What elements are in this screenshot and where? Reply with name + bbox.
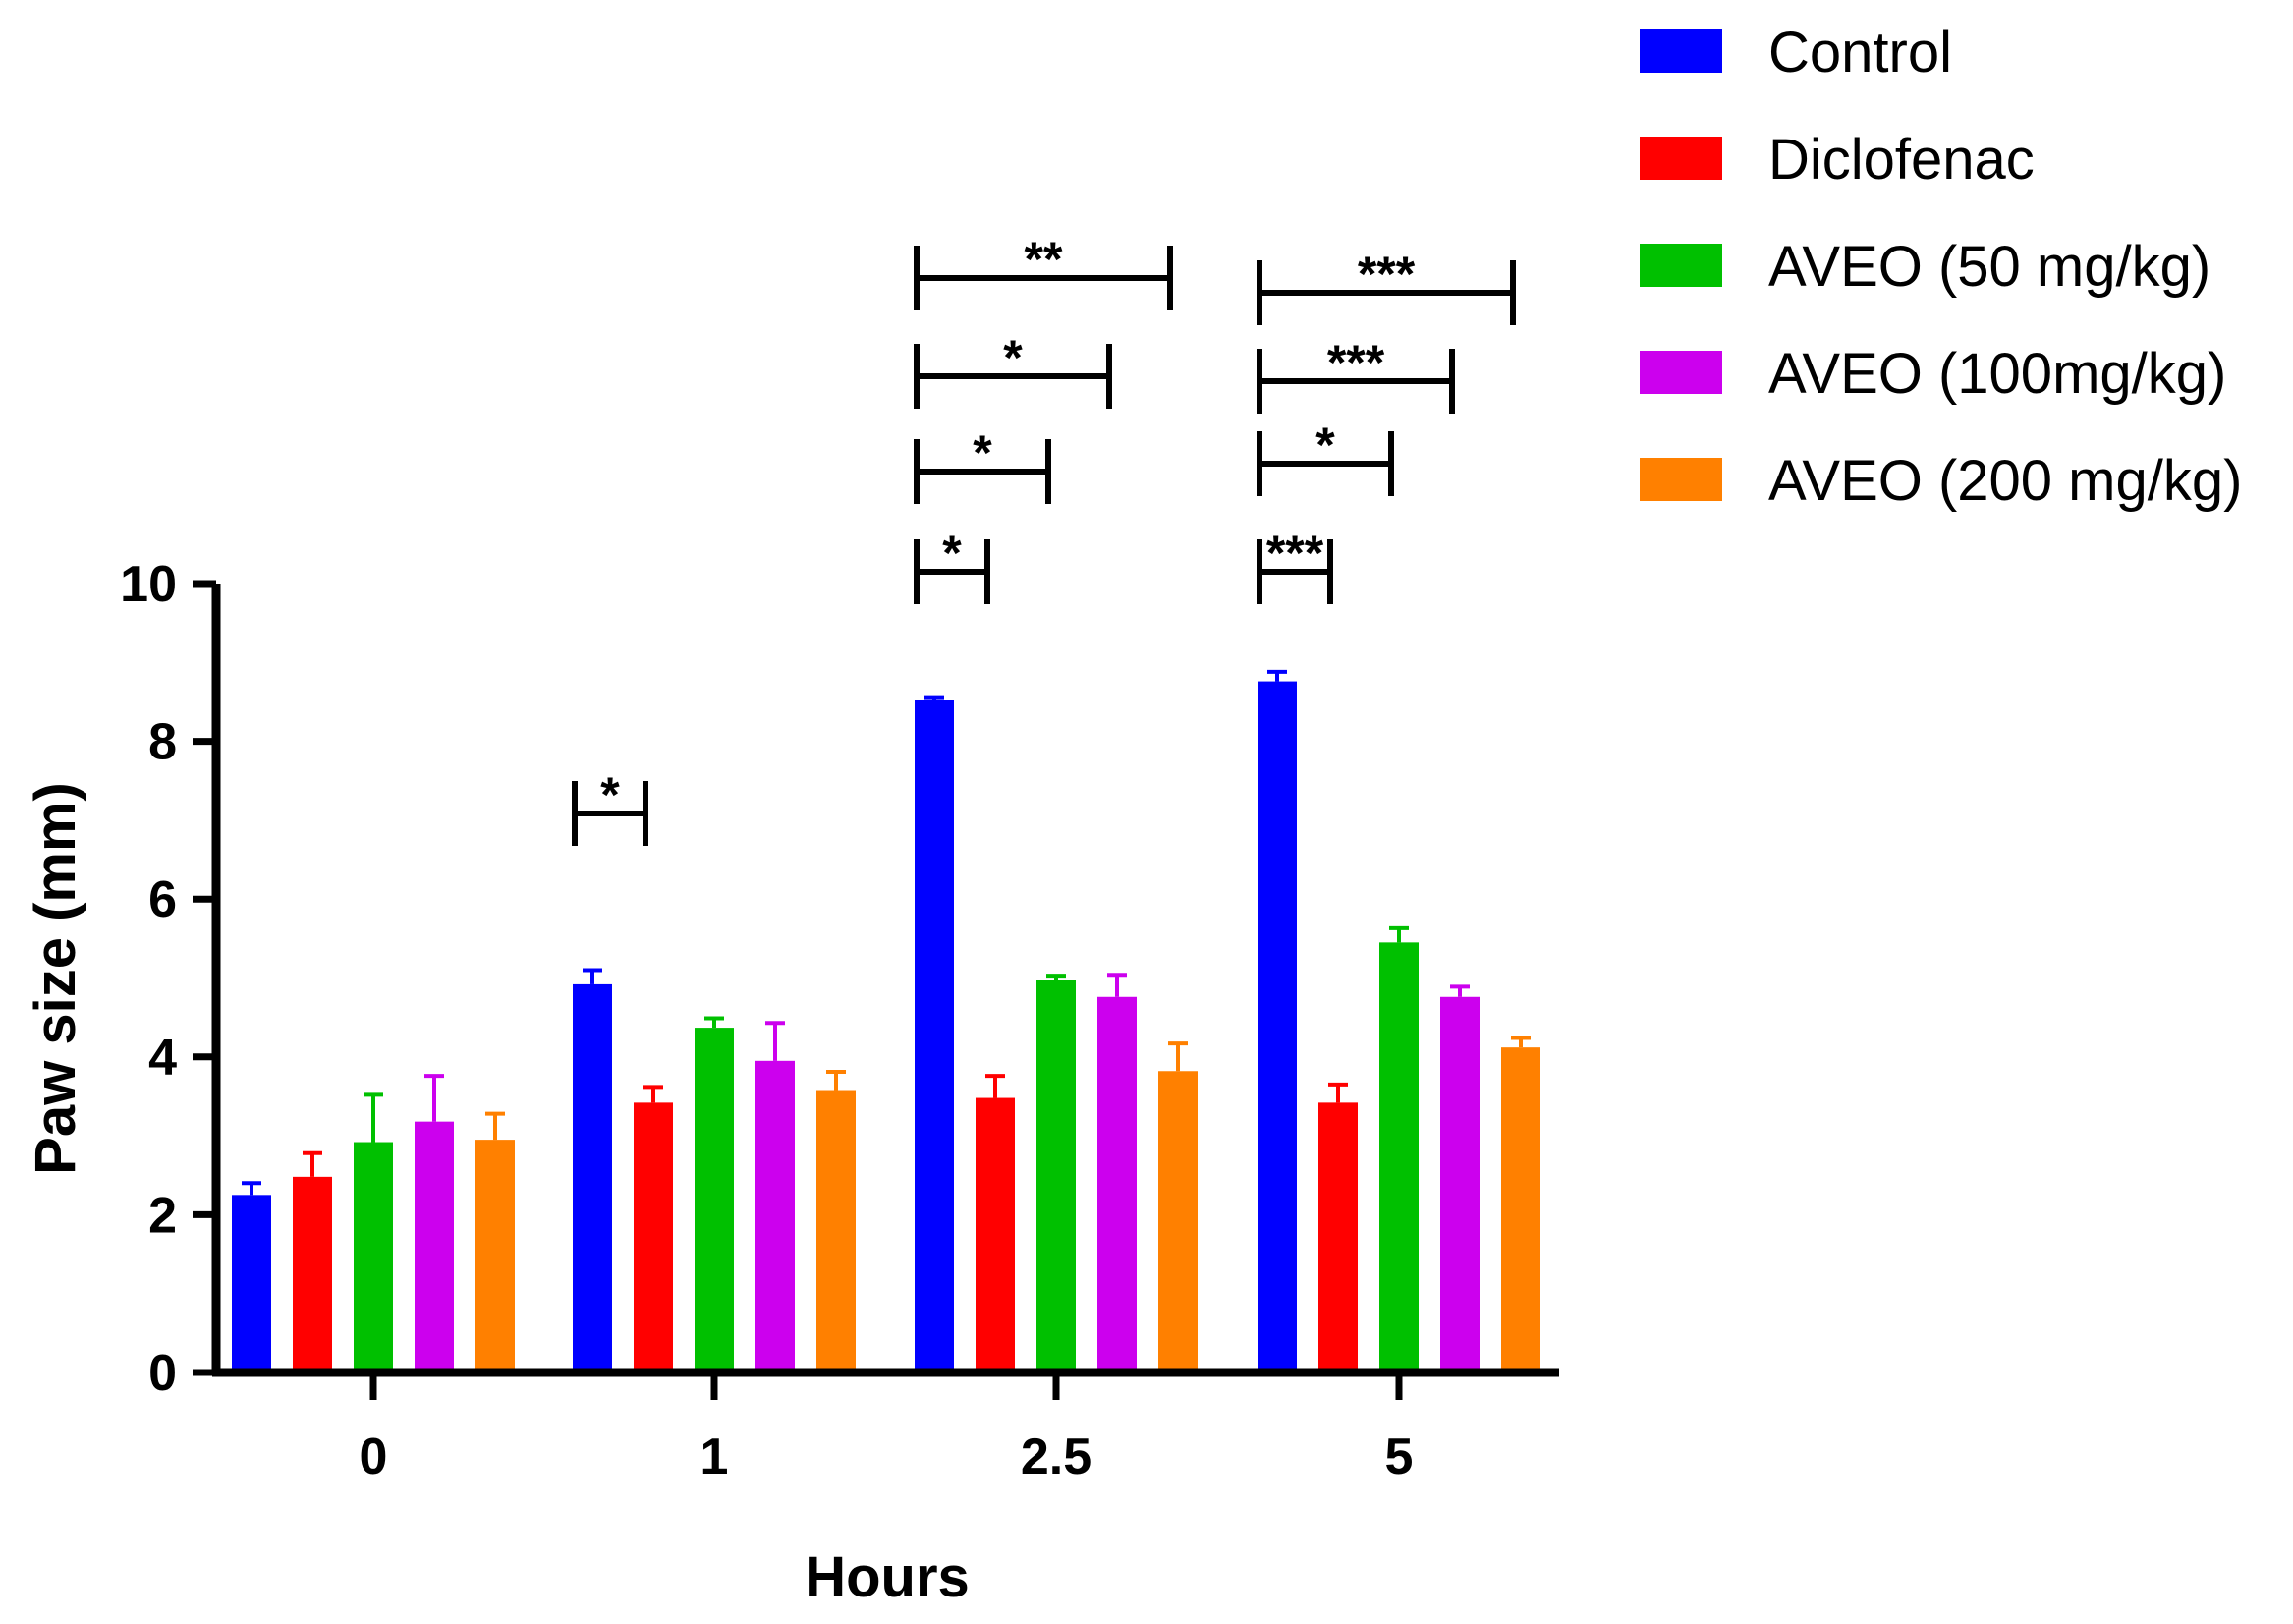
significance-label-0: * [600,767,620,822]
legend-swatch-2 [1640,244,1722,287]
bars-layer [232,669,1540,1372]
bar-4-3 [1501,1047,1540,1372]
legend-label-2: AVEO (50 mg/kg) [1768,235,2210,299]
bar-2-2 [1036,980,1076,1372]
significance-bracket-7 [1257,349,1455,414]
significance-layer: **************** [572,232,1516,846]
bar-0-1 [573,983,612,1372]
significance-bracket-8 [1257,260,1516,325]
bar-2-3 [1379,942,1419,1372]
significance-bracket-2 [914,439,1051,504]
bar-1-1 [634,1102,673,1372]
significance-label-8: *** [1358,247,1416,302]
y-tick-label-0: 0 [148,1345,177,1402]
significance-label-2: * [973,425,992,480]
legend-label-3: AVEO (100mg/kg) [1768,342,2226,406]
legend-label-1: Diclofenac [1768,128,2035,192]
bar-0-2 [915,700,954,1372]
x-tick-label-1: 1 [700,1428,729,1485]
y-tick-label-3: 6 [148,871,177,928]
x-axis-title: Hours [805,1545,970,1609]
significance-label-4: ** [1025,232,1063,287]
legend: Control Diclofenac AVEO (50 mg/kg) AVEO (10… [1640,21,2242,513]
y-tick-label-5: 10 [120,556,177,613]
significance-label-6: * [1315,418,1335,473]
significance-bracket-3 [914,344,1112,409]
significance-bracket-4 [914,246,1173,310]
significance-label-5: *** [1266,526,1324,581]
significance-bracket-6 [1257,431,1394,496]
y-ticks-layer: 0 2 4 6 8 10 [120,556,216,1402]
significance-label-1: * [942,526,962,581]
legend-swatch-3 [1640,351,1722,394]
bar-4-0 [475,1140,515,1372]
y-tick-label-2: 4 [148,1030,177,1087]
y-axis-title: Paw size (mm) [24,782,87,1175]
legend-label-0: Control [1768,21,1952,84]
y-tick-label-1: 2 [148,1187,177,1244]
x-tick-label-2: 2.5 [1021,1428,1091,1485]
significance-bracket-0 [572,781,648,846]
bar-1-2 [976,1097,1015,1372]
significance-bracket-1 [914,539,990,604]
significance-label-3: * [1003,330,1023,385]
x-tick-label-3: 5 [1385,1428,1414,1485]
bar-0-3 [1258,681,1297,1372]
bar-3-2 [1097,996,1137,1372]
bar-3-1 [755,1060,795,1372]
legend-swatch-0 [1640,29,1722,73]
bar-3-3 [1440,996,1480,1372]
x-ticks-layer: 0 1 2.5 5 [360,1372,1414,1485]
bar-3-0 [415,1121,454,1372]
significance-bracket-5 [1257,539,1333,604]
legend-swatch-1 [1640,137,1722,180]
legend-swatch-4 [1640,458,1722,501]
bar-2-0 [354,1142,393,1372]
axes-layer [211,584,1559,1377]
bar-2-1 [695,1028,734,1372]
x-tick-label-0: 0 [360,1428,388,1485]
significance-label-7: *** [1327,335,1385,390]
y-tick-label-4: 8 [148,714,177,771]
bar-4-1 [816,1090,856,1372]
bar-1-0 [293,1176,332,1372]
bar-1-3 [1318,1102,1358,1372]
bar-4-2 [1158,1071,1198,1372]
legend-label-4: AVEO (200 mg/kg) [1768,449,2242,513]
bar-0-0 [232,1195,271,1372]
